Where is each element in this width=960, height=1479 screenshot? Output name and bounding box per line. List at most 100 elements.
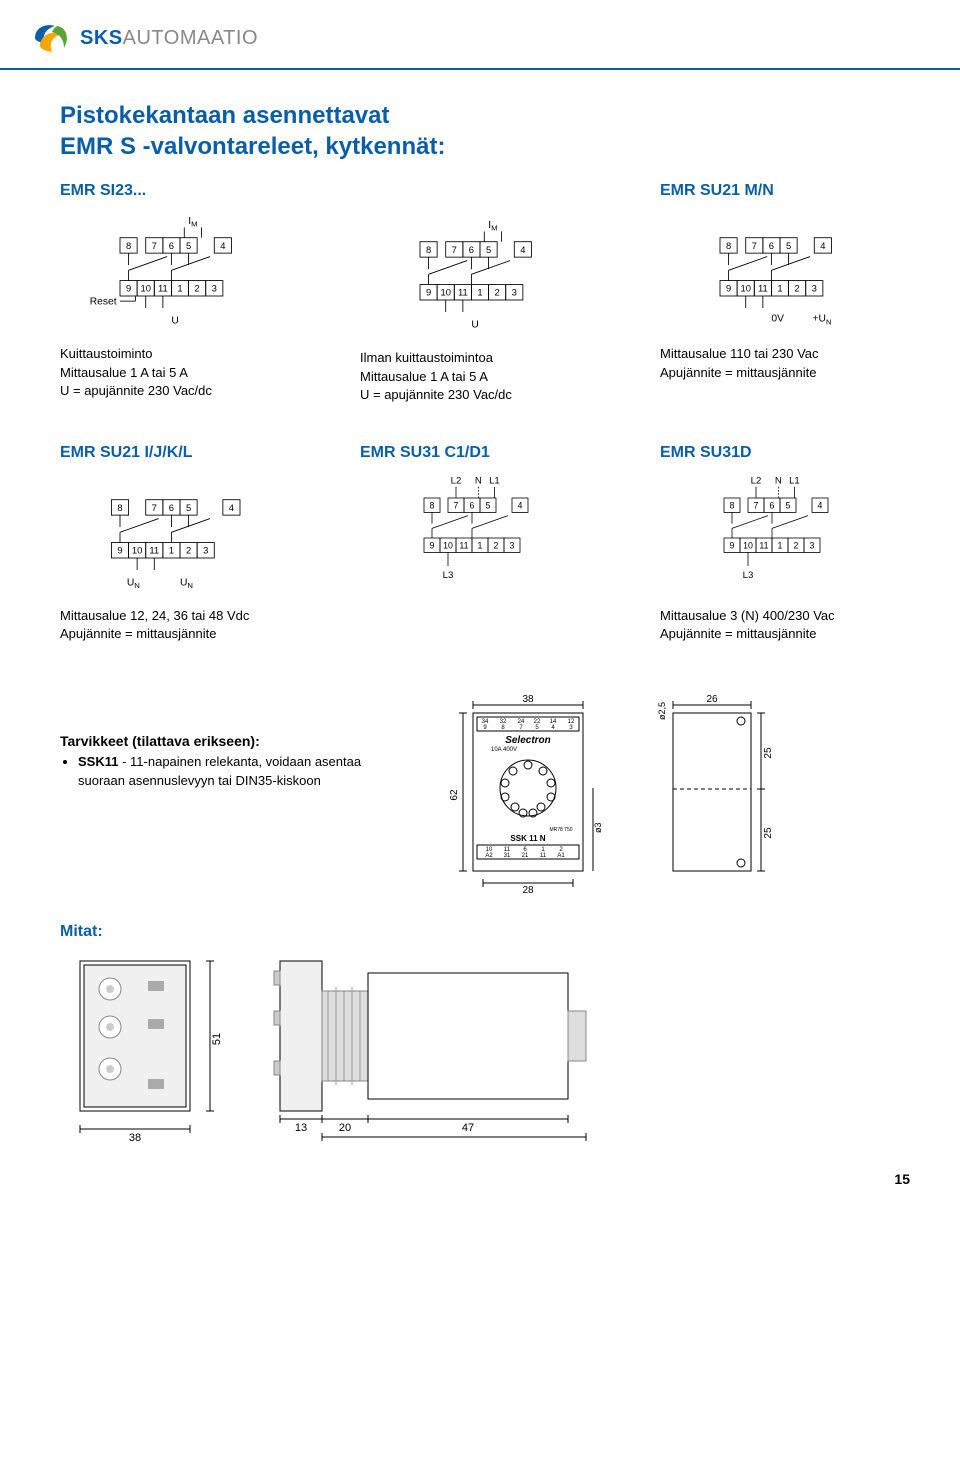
svg-text:21: 21: [522, 853, 529, 859]
svg-text:L2: L2: [751, 476, 762, 487]
svg-text:9: 9: [483, 725, 487, 731]
svg-text:4: 4: [820, 240, 825, 251]
section-title: [360, 182, 600, 204]
svg-text:5: 5: [486, 244, 491, 255]
un1-label: UN: [127, 577, 140, 590]
svg-text:9: 9: [426, 287, 431, 298]
svg-text:11: 11: [458, 287, 468, 298]
svg-text:6: 6: [169, 502, 174, 513]
diagram-col-su31c1d1: EMR SU31 C1/D1 L2 N L1 8 7 6 5 4 9 10 11…: [360, 444, 600, 643]
svg-text:11: 11: [758, 283, 768, 294]
svg-text:80: 80: [448, 1140, 460, 1141]
svg-text:62: 62: [449, 789, 460, 801]
diagram-col-si23-noack: IM 8 7 6 5 4 9 10 11 1 2 3 U Ilman: [360, 182, 600, 404]
svg-text:6: 6: [770, 500, 775, 510]
diagram-row-2: EMR SU21 I/J/K/L 8 7 6 5 4 9 10 11 1 2 3…: [0, 444, 960, 643]
svg-text:9: 9: [430, 540, 435, 550]
svg-text:7: 7: [754, 500, 759, 510]
list-item: SSK11 - 11-napainen relekanta, voidaan a…: [78, 753, 403, 789]
svg-text:N: N: [475, 476, 482, 487]
svg-text:25: 25: [763, 747, 774, 759]
svg-text:8: 8: [430, 500, 435, 510]
svg-text:10: 10: [740, 283, 750, 294]
diagram-col-si23: EMR SI23... IM 8 7 6 5 4 9 10 11 1 2 3: [60, 182, 300, 404]
im-label: IM: [188, 216, 197, 229]
svg-text:3: 3: [510, 540, 515, 550]
svg-text:10: 10: [443, 540, 453, 550]
svg-text:7: 7: [519, 725, 523, 731]
svg-text:7: 7: [152, 502, 157, 513]
im-label: IM: [488, 220, 497, 233]
wiring-diagram-su31c1d1: L2 N L1 8 7 6 5 4 9 10 11 1 2 3 L3: [360, 474, 600, 594]
desc: Kuittaustoiminto Mittausalue 1 A tai 5 A…: [60, 345, 300, 400]
accessories-title: Tarvikkeet (tilattava erikseen):: [60, 733, 403, 749]
svg-text:2: 2: [495, 287, 500, 298]
svg-text:MR78 750: MR78 750: [549, 827, 572, 833]
svg-text:1: 1: [477, 287, 482, 298]
wiring-diagram-su21ijkl: 8 7 6 5 4 9 10 11 1 2 3 UN UN: [60, 474, 300, 594]
brand-swirl-icon: [30, 18, 70, 58]
u-label: U: [471, 320, 478, 331]
svg-text:5: 5: [486, 500, 491, 510]
svg-text:8: 8: [730, 500, 735, 510]
reset-label: Reset: [90, 297, 117, 308]
svg-text:6: 6: [169, 240, 174, 251]
svg-text:5: 5: [186, 240, 191, 251]
svg-text:3: 3: [569, 725, 573, 731]
svg-text:51: 51: [211, 1033, 223, 1045]
svg-text:1: 1: [777, 283, 782, 294]
svg-text:1: 1: [169, 545, 174, 556]
un-label: +UN: [813, 314, 832, 327]
svg-text:25: 25: [763, 827, 774, 839]
svg-text:8: 8: [726, 240, 731, 251]
svg-text:2: 2: [794, 540, 799, 550]
svg-text:8: 8: [426, 244, 431, 255]
svg-text:N: N: [775, 476, 782, 487]
wiring-diagram-si23: IM 8 7 6 5 4 9 10 11 1 2 3 Reset: [60, 212, 300, 332]
diagram-col-su21mn: EMR SU21 M/N 8 7 6 5 4 9 10 11 1 2 3 0V …: [660, 182, 900, 404]
wiring-diagram-su21mn: 8 7 6 5 4 9 10 11 1 2 3 0V +UN: [660, 212, 900, 332]
svg-text:9: 9: [126, 283, 131, 294]
svg-text:Selectron: Selectron: [505, 735, 551, 746]
svg-text:28: 28: [522, 885, 534, 893]
device-front-drawing: 51 38: [60, 951, 230, 1141]
svg-text:1: 1: [778, 540, 783, 550]
desc: Mittausalue 3 (N) 400/230 Vac Apujännite…: [660, 607, 900, 643]
svg-text:10: 10: [743, 540, 753, 550]
svg-text:4: 4: [229, 502, 234, 513]
svg-text:L1: L1: [789, 476, 800, 487]
wiring-diagram-si23b: IM 8 7 6 5 4 9 10 11 1 2 3 U: [360, 216, 600, 336]
l3-label: L3: [743, 570, 754, 581]
svg-text:20: 20: [339, 1122, 351, 1134]
svg-text:1: 1: [478, 540, 483, 550]
svg-text:3: 3: [203, 545, 208, 556]
svg-text:9: 9: [726, 283, 731, 294]
svg-text:6: 6: [469, 244, 474, 255]
page-number: 15: [0, 1141, 960, 1207]
svg-text:7: 7: [452, 244, 457, 255]
svg-text:5: 5: [786, 500, 791, 510]
svg-text:6: 6: [769, 240, 774, 251]
socket-dimension-figs: 38 343224221412 987543 Selectron 10A 400…: [443, 693, 900, 893]
svg-text:13: 13: [295, 1122, 307, 1134]
svg-text:9: 9: [730, 540, 735, 550]
svg-text:2: 2: [494, 540, 499, 550]
svg-text:2: 2: [795, 283, 800, 294]
brand-part2: AUTOMAATIO: [123, 27, 258, 49]
svg-text:10: 10: [132, 545, 142, 556]
svg-text:7: 7: [152, 240, 157, 251]
mitat-row: 51 38 13 20 47 80: [0, 951, 960, 1141]
svg-text:31: 31: [504, 853, 511, 859]
svg-text:10: 10: [440, 287, 450, 298]
svg-text:26: 26: [706, 694, 718, 705]
svg-text:47: 47: [462, 1122, 474, 1134]
svg-text:L2: L2: [451, 476, 462, 487]
brand-part1: SKS: [80, 27, 123, 49]
svg-text:10: 10: [140, 283, 150, 294]
svg-text:3: 3: [512, 287, 517, 298]
diagram-col-su31d: EMR SU31D L2 N L1 8 7 6 5 4 9 10 11 1 2 …: [660, 444, 900, 643]
svg-text:ø3: ø3: [593, 823, 603, 834]
svg-text:SSK 11 N: SSK 11 N: [510, 834, 545, 843]
socket-front-drawing: 38 343224221412 987543 Selectron 10A 400…: [443, 693, 623, 893]
svg-text:4: 4: [220, 240, 225, 251]
